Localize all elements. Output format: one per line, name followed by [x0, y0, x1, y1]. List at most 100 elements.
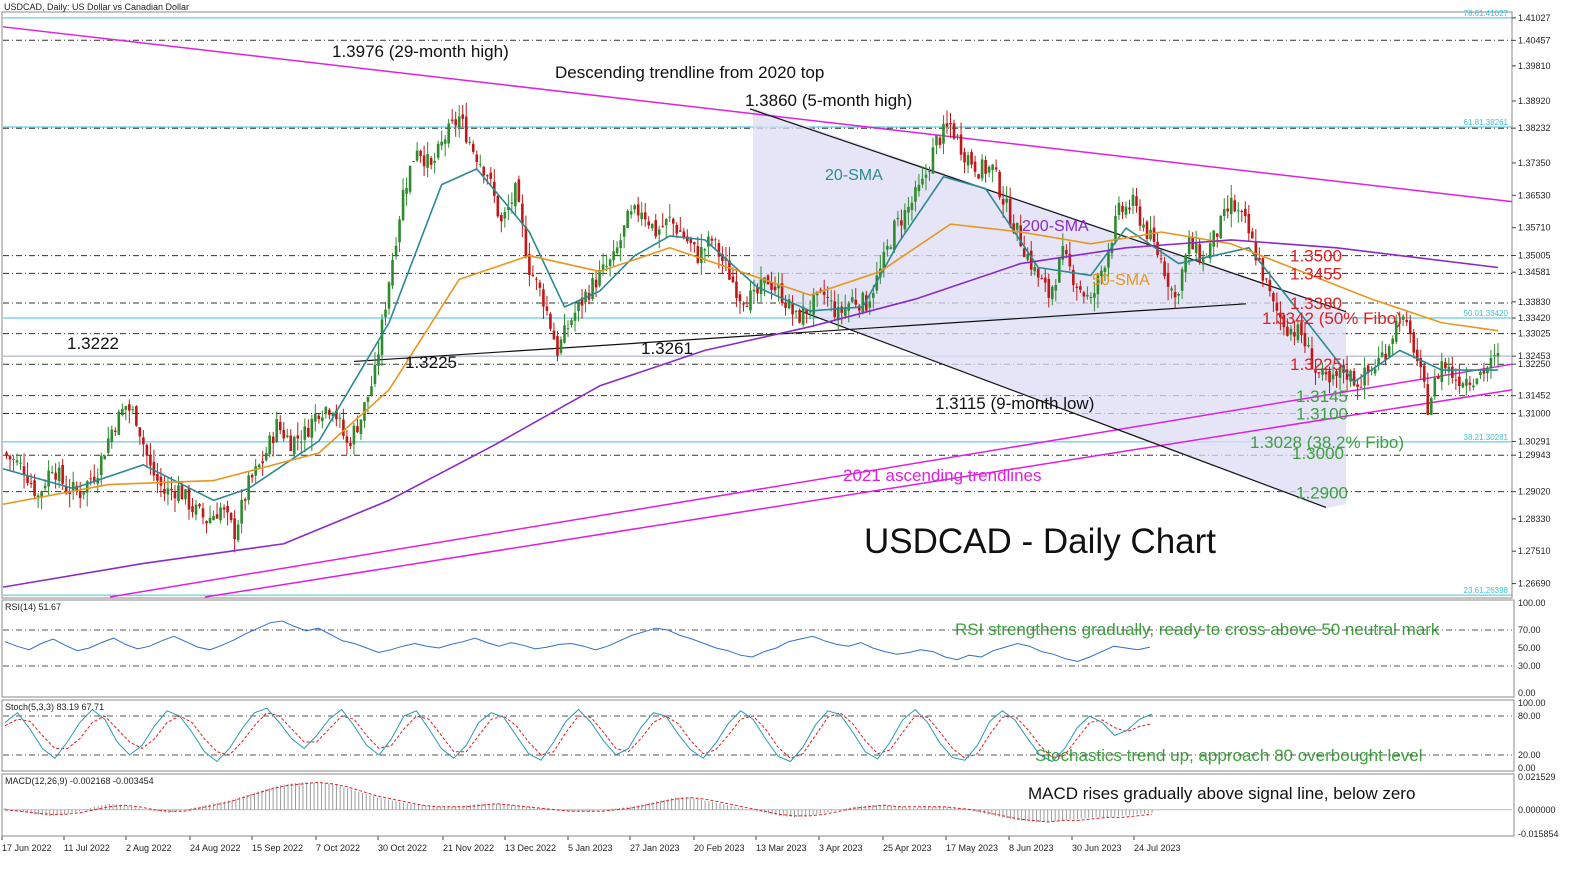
- candle-body: [71, 482, 75, 492]
- rsi-tick-label: 0.00: [1518, 688, 1536, 698]
- candle-body: [82, 492, 86, 495]
- candle-body: [840, 306, 844, 313]
- candle-body: [184, 489, 187, 500]
- candle-body: [1324, 371, 1328, 375]
- candle-body: [647, 221, 651, 226]
- candle-body: [173, 491, 177, 499]
- candle-body: [1019, 225, 1022, 247]
- candle-body: [159, 476, 163, 486]
- candle-body: [1187, 237, 1191, 255]
- candle-body: [742, 303, 745, 305]
- candle-body: [1170, 288, 1173, 291]
- candle-body: [1482, 369, 1486, 374]
- candle-body: [928, 171, 931, 173]
- candle-body: [1440, 361, 1444, 382]
- sma50-label: 50-SMA: [1092, 272, 1150, 289]
- candle-body: [959, 134, 963, 155]
- candle-body: [36, 495, 40, 498]
- date-tick-label: 24 Aug 2022: [190, 843, 241, 853]
- candle-body: [889, 247, 893, 249]
- candle-body: [973, 161, 977, 172]
- candle-body: [1043, 277, 1047, 283]
- candle-body: [559, 339, 563, 353]
- candle-body: [384, 309, 387, 318]
- candle-body: [612, 251, 615, 261]
- candle-body: [1405, 319, 1409, 323]
- candle-body: [1121, 205, 1124, 212]
- candle-body: [433, 160, 436, 163]
- macd-histogram: [4, 782, 1153, 822]
- candle-body: [314, 413, 317, 422]
- candle-body: [1377, 357, 1380, 365]
- candle-body: [405, 187, 408, 194]
- candle-body: [156, 473, 159, 481]
- candle-body: [349, 442, 352, 446]
- candle-body: [1380, 352, 1384, 357]
- candle-body: [987, 166, 991, 173]
- candle-body: [401, 189, 405, 221]
- stoch-tick-label: 20.00: [1518, 750, 1541, 760]
- candle-body: [1229, 197, 1233, 215]
- candle-body: [650, 223, 654, 229]
- candle-body: [640, 212, 643, 220]
- candle-body: [1356, 384, 1359, 388]
- candle-body: [643, 212, 647, 220]
- price-tick-label: 1.33420: [1518, 313, 1551, 323]
- price-tick-label: 1.33025: [1518, 329, 1551, 339]
- candle-body: [714, 239, 717, 241]
- candle-body: [377, 354, 380, 366]
- level-label: 1.3500: [1290, 247, 1342, 266]
- candle-body: [1296, 324, 1300, 341]
- candle-body: [1138, 206, 1142, 226]
- ascending-trendline-lower: [204, 389, 1513, 598]
- macd-frame: [1, 773, 1515, 837]
- date-tick-label: 13 Mar 2023: [756, 843, 807, 853]
- candle-body: [1236, 210, 1240, 212]
- candle-body: [1479, 372, 1482, 376]
- low-3225-label: 1.3225: [405, 353, 457, 372]
- candle-body: [994, 167, 998, 170]
- candle-body: [145, 444, 149, 456]
- price-tick-label: 1.32250: [1518, 359, 1551, 369]
- fibo-label: 61.81.38261: [1464, 118, 1509, 127]
- high-5m-label: 1.3860 (5-month high): [745, 91, 912, 110]
- candle-body: [1086, 294, 1089, 297]
- fibo-label: 23.61.26398: [1464, 586, 1509, 595]
- candle-body: [510, 202, 514, 204]
- candle-body: [478, 164, 482, 166]
- candle-body: [1177, 294, 1180, 296]
- candle-body: [966, 155, 970, 166]
- candle-body: [233, 518, 236, 540]
- candle-body: [819, 289, 822, 291]
- candle-body: [240, 499, 243, 524]
- candle-body: [1068, 253, 1072, 267]
- date-tick-label: 15 Sep 2022: [252, 843, 303, 853]
- candle-body: [1352, 371, 1356, 386]
- candle-body: [1233, 200, 1237, 212]
- candle-body: [707, 236, 710, 247]
- candle-body: [1310, 348, 1314, 370]
- candle-body: [538, 282, 542, 288]
- candle-body: [1338, 367, 1342, 378]
- candle-body: [454, 119, 457, 126]
- level-label: 1.3225: [1290, 355, 1342, 374]
- rsi-line: [4, 620, 1151, 663]
- candle-body: [900, 220, 903, 226]
- candle-body: [836, 306, 840, 320]
- date-axis: 17 Jun 2022 11 Jul 2022 2 Aug 2022 24 Aug 2…: [1, 835, 1512, 853]
- rsi-panel: RSI(14) 51.67 RSI strengthens gradually,…: [1, 598, 1546, 698]
- candle-body: [1451, 366, 1454, 378]
- candle-body: [1128, 207, 1131, 210]
- candle-body: [1061, 246, 1065, 260]
- candle-body: [194, 504, 198, 515]
- candle-body: [40, 491, 43, 497]
- candle-body: [12, 459, 15, 461]
- candle-body: [419, 150, 422, 156]
- candle-body: [412, 161, 415, 163]
- candle-body: [317, 415, 321, 420]
- candle-body: [1387, 346, 1391, 357]
- candle-body: [310, 418, 314, 438]
- stoch-tick-label: 100.00: [1518, 698, 1546, 708]
- candle-body: [1493, 355, 1496, 357]
- candle-body: [542, 289, 545, 307]
